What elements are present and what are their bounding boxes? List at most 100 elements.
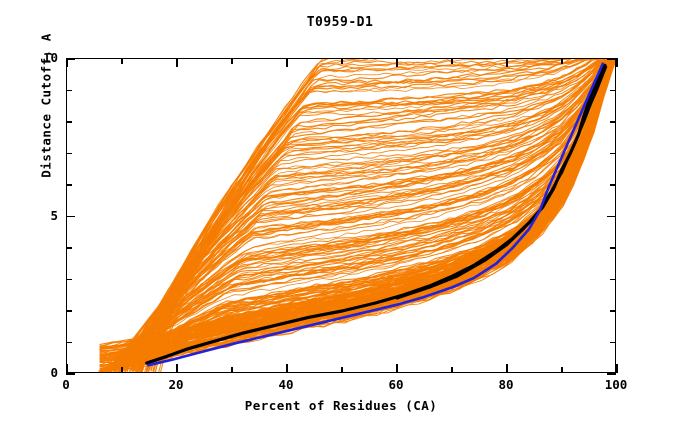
x-tick (66, 364, 68, 373)
x-tick (231, 367, 233, 373)
x-tick (121, 367, 123, 373)
x-tick-top (121, 58, 123, 64)
prediction-curve (99, 59, 615, 360)
y-tick-right (610, 89, 616, 92)
x-tick (451, 367, 453, 373)
y-tick-right (610, 152, 616, 155)
y-tick-label: 10 (42, 50, 58, 65)
y-tick-right (610, 310, 616, 312)
prediction-curve (99, 59, 615, 355)
y-axis-label: Distance Cutoff, A (38, 33, 54, 178)
prediction-curve (120, 59, 615, 372)
y-tick (66, 89, 72, 92)
prediction-curve (160, 59, 572, 372)
reference-curve-reference-black-branch (395, 65, 608, 300)
x-tick-top (616, 58, 618, 67)
x-tick (341, 367, 343, 373)
prediction-curve (126, 59, 615, 372)
x-tick (176, 364, 178, 373)
prediction-curve (120, 59, 615, 372)
prediction-curve (115, 59, 615, 372)
y-tick (66, 310, 72, 312)
prediction-curve (152, 59, 587, 372)
prediction-curves-layer (98, 59, 615, 372)
prediction-curve (130, 59, 615, 371)
y-tick-right (610, 247, 616, 249)
prediction-curve (145, 59, 608, 372)
prediction-curve (113, 59, 615, 371)
prediction-curve (111, 59, 615, 371)
prediction-curve (107, 59, 615, 372)
prediction-curve (150, 59, 601, 371)
x-axis-label: Percent of Residues (CA) (244, 398, 438, 413)
y-tick-label: 5 (50, 207, 58, 223)
x-tick-label: 100 (604, 377, 628, 392)
y-tick-right (607, 215, 616, 218)
prediction-curve (140, 59, 608, 371)
reference-curve-reference-blue (147, 62, 605, 367)
prediction-curve (132, 59, 615, 372)
y-tick-right (610, 184, 616, 186)
reference-curve-reference-black (145, 63, 607, 365)
y-tick (66, 121, 72, 123)
y-tick (66, 341, 72, 344)
x-tick (561, 367, 563, 373)
prediction-curve (122, 59, 615, 371)
prediction-curve (123, 59, 615, 372)
prediction-curve (146, 59, 586, 372)
x-tick (506, 364, 508, 373)
plot-area (66, 58, 616, 373)
prediction-curve (146, 59, 323, 372)
x-tick-top (561, 58, 563, 64)
x-tick (616, 364, 618, 373)
y-tick-label: 0 (50, 365, 58, 380)
x-tick (396, 364, 398, 373)
x-tick-label: 0 (62, 377, 70, 392)
x-tick-label: 60 (388, 377, 404, 392)
y-tick (66, 58, 75, 60)
prediction-curve (118, 59, 615, 372)
x-tick-top (341, 58, 343, 64)
x-tick-top (286, 58, 288, 67)
x-tick-top (176, 58, 178, 67)
y-tick (66, 373, 75, 375)
y-tick-right (610, 278, 616, 281)
plot-canvas (67, 59, 615, 372)
prediction-curve (129, 59, 615, 371)
prediction-curve (117, 59, 615, 372)
prediction-curve (99, 59, 615, 364)
prediction-curve (121, 59, 615, 372)
prediction-curve (113, 59, 615, 372)
y-tick-right (607, 373, 616, 375)
x-tick (286, 364, 288, 373)
prediction-curve (99, 59, 615, 345)
x-tick-top (66, 58, 68, 67)
y-tick-right (610, 121, 616, 123)
y-tick (66, 184, 72, 186)
y-tick (66, 215, 75, 218)
prediction-curve (99, 59, 615, 359)
reference-curves-layer (145, 62, 608, 367)
x-tick-label: 20 (168, 377, 184, 392)
prediction-curve (125, 59, 615, 372)
y-tick (66, 152, 72, 155)
prediction-curve (99, 60, 615, 370)
prediction-curve (108, 59, 615, 372)
prediction-curve (140, 59, 570, 372)
x-tick-top (451, 58, 453, 64)
prediction-curve (147, 59, 594, 372)
x-tick-top (506, 58, 508, 67)
prediction-curve (131, 59, 615, 371)
prediction-curve (117, 59, 615, 369)
x-tick-top (396, 58, 398, 67)
x-tick-top (231, 58, 233, 64)
prediction-curve (150, 59, 572, 371)
prediction-curve (134, 59, 615, 372)
x-tick-label: 40 (278, 377, 294, 392)
prediction-curve (108, 59, 615, 370)
prediction-curve (99, 64, 615, 372)
prediction-curve (123, 59, 615, 371)
prediction-curve (154, 59, 329, 372)
y-tick-right (610, 341, 616, 344)
